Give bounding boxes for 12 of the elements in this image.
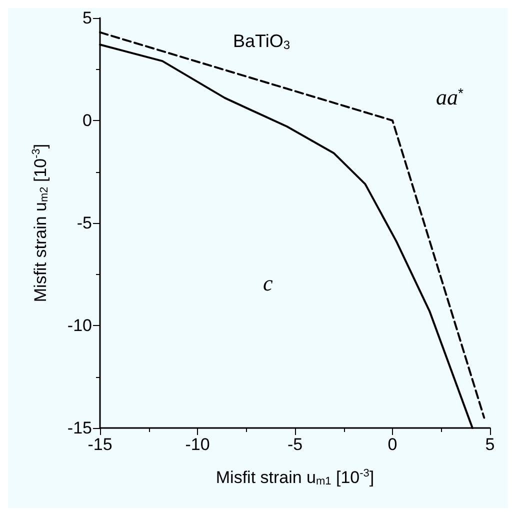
x-tick-label: 0	[388, 435, 398, 454]
x-tick-label: 5	[485, 435, 495, 454]
y-tick-label: 5	[82, 8, 92, 28]
y-tick-label: -5	[76, 214, 92, 232]
x-tick-label: -10	[185, 435, 210, 454]
annotation: c	[263, 270, 273, 296]
x-tick-label: -5	[287, 435, 303, 454]
annotation: aa*	[436, 84, 464, 110]
y-tick-label: -10	[67, 316, 92, 335]
y-tick-label: 0	[82, 111, 92, 130]
y-axis-title: Misfit strain um2 [10-3]	[30, 144, 50, 302]
y-tick-label: -15	[67, 418, 92, 438]
